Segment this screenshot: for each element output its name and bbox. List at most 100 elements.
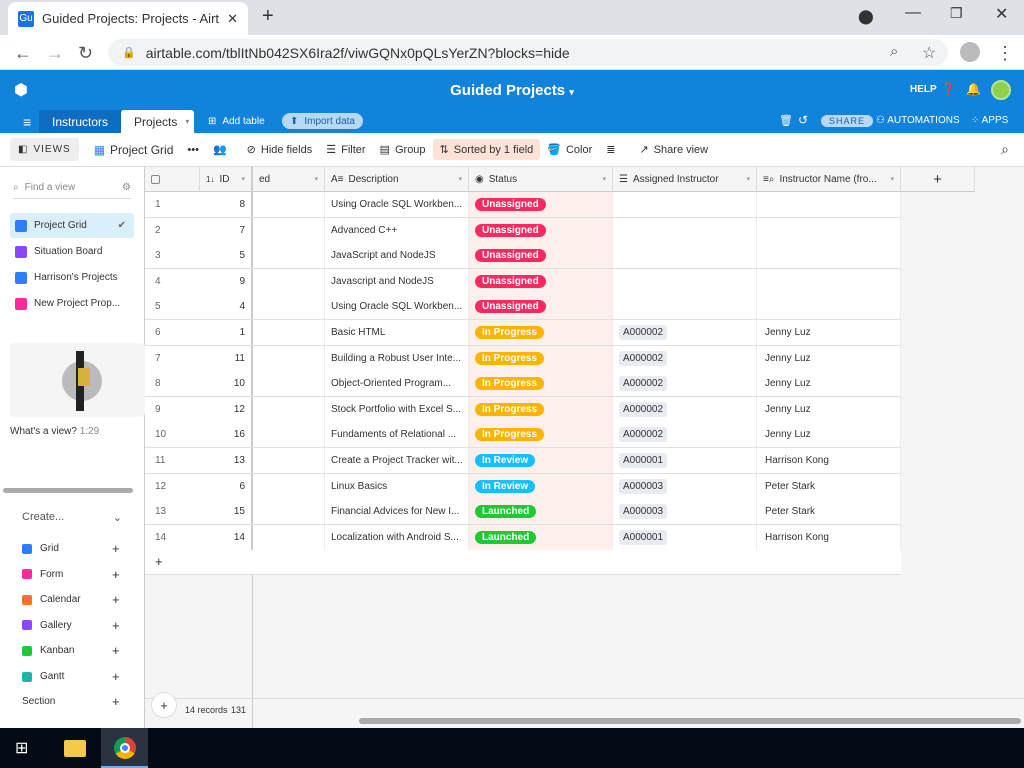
apps-button[interactable]: ⁘ APPS [971, 115, 1009, 126]
cell-instructor-name[interactable]: Peter Stark [757, 473, 901, 499]
linked-record-chip[interactable]: A000001 [619, 529, 668, 545]
forward-icon[interactable]: → [46, 43, 64, 63]
table-row[interactable]: 9 12 Stock Portfolio with Excel S... In Pro… [145, 396, 901, 423]
sidebar-view-item[interactable]: New Project Prop... [10, 291, 134, 316]
column-header-partial[interactable]: ed ▾ [253, 167, 325, 192]
cell-id[interactable]: 9 [200, 268, 253, 294]
sidebar-view-item[interactable]: Project Grid ✔ [10, 213, 134, 238]
cell-assigned-instructor[interactable]: A000002 [613, 345, 757, 371]
cell-id[interactable]: 8 [200, 192, 253, 217]
add-record-row[interactable]: + [145, 550, 901, 575]
history-icon[interactable]: ↺ [798, 113, 809, 127]
cell-description[interactable]: Using Oracle SQL Workben... [325, 294, 469, 320]
table-row[interactable]: 6 1 Basic HTML In Progress A000002 Jenny Luz [145, 320, 901, 346]
cell-instructor-name[interactable]: Harrison Kong [757, 448, 901, 473]
sidebar-resize-handle[interactable] [3, 488, 133, 493]
cell-id[interactable]: 10 [200, 371, 253, 397]
cell-id[interactable]: 14 [200, 524, 253, 550]
select-all-checkbox[interactable] [145, 167, 200, 192]
cell-partial[interactable] [253, 524, 325, 550]
table-row[interactable]: 10 16 Fundaments of Relational ... In Progr… [145, 422, 901, 449]
cell-assigned-instructor[interactable] [613, 217, 757, 243]
table-row[interactable]: 7 11 Building a Robust User Inte... In Prog… [145, 345, 901, 372]
cell-status[interactable]: Unassigned [469, 192, 613, 217]
table-row[interactable]: 1 8 Using Oracle SQL Workben... Unassigned [145, 192, 901, 218]
linked-record-chip[interactable]: A000002 [619, 376, 668, 392]
table-row[interactable]: 4 9 Javascript and NodeJS Unassigned [145, 268, 901, 295]
cell-partial[interactable] [253, 268, 325, 294]
cell-partial[interactable] [253, 192, 325, 217]
cell-assigned-instructor[interactable] [613, 243, 757, 269]
filter-button[interactable]: ☰ Filter [319, 139, 372, 160]
column-header-description[interactable]: A≡ Description ▾ [325, 167, 469, 192]
cell-status[interactable]: Unassigned [469, 294, 613, 320]
minimize-icon[interactable]: — [905, 4, 921, 21]
chrome-menu-icon[interactable]: ⋮ [996, 43, 1014, 63]
linked-record-chip[interactable]: A000002 [619, 350, 668, 366]
cell-description[interactable]: Advanced C++ [325, 217, 469, 243]
table-row[interactable]: 5 4 Using Oracle SQL Workben... Unassigned [145, 294, 901, 321]
table-row[interactable]: 2 7 Advanced C++ Unassigned [145, 217, 901, 244]
bookmark-star-icon[interactable]: ☆ [922, 45, 937, 62]
cell-partial[interactable] [253, 396, 325, 422]
windows-start-icon[interactable]: ⊞ [15, 740, 29, 757]
profile-menu-icon[interactable]: ⬤ [858, 8, 874, 24]
cell-assigned-instructor[interactable]: A000003 [613, 499, 757, 525]
cell-instructor-name[interactable] [757, 268, 901, 294]
cell-description[interactable]: Localization with Android S... [325, 524, 469, 550]
cell-description[interactable]: Fundaments of Relational ... [325, 422, 469, 448]
create-view-form[interactable]: Form + [22, 567, 122, 582]
view-name-button[interactable]: ▦ Project Grid [87, 139, 181, 161]
cell-id[interactable]: 6 [200, 473, 253, 499]
notifications-bell-icon[interactable]: 🔔 [966, 82, 981, 96]
cell-partial[interactable] [253, 217, 325, 243]
cell-id[interactable]: 16 [200, 422, 253, 448]
cell-assigned-instructor[interactable]: A000003 [613, 473, 757, 499]
views-toggle-button[interactable]: ◧ VIEWS [10, 138, 79, 161]
cell-status[interactable]: Unassigned [469, 217, 613, 243]
cell-instructor-name[interactable]: Peter Stark [757, 499, 901, 525]
create-view-gallery[interactable]: Gallery + [22, 618, 122, 633]
create-section-button[interactable]: Section + [22, 694, 122, 709]
cell-instructor-name[interactable] [757, 217, 901, 243]
table-row[interactable]: 3 5 JavaScript and NodeJS Unassigned [145, 243, 901, 270]
share-view-button[interactable]: ↗ Share view [632, 139, 715, 160]
cell-description[interactable]: Linux Basics [325, 473, 469, 499]
cell-assigned-instructor[interactable]: A000001 [613, 448, 757, 473]
automations-button[interactable]: ⚇ AUTOMATIONS [876, 115, 960, 126]
restore-icon[interactable]: ❐ [950, 5, 963, 21]
cell-description[interactable]: JavaScript and NodeJS [325, 243, 469, 269]
url-input[interactable]: 🔒 airtable.com/tblItNb042SX6Ira2f/viwGQN… [108, 39, 948, 66]
cell-id[interactable]: 5 [200, 243, 253, 269]
cell-instructor-name[interactable] [757, 243, 901, 269]
find-view-input[interactable]: ⌕ Find a view ⚙ [13, 177, 131, 199]
zoom-icon[interactable]: ⌕ [890, 43, 899, 60]
sidebar-view-item[interactable]: Situation Board [10, 239, 134, 264]
cell-description[interactable]: Basic HTML [325, 320, 469, 345]
cell-partial[interactable] [253, 345, 325, 371]
cell-assigned-instructor[interactable]: A000002 [613, 422, 757, 448]
linked-record-chip[interactable]: A000002 [619, 401, 668, 417]
cell-status[interactable]: Launched [469, 499, 613, 525]
add-field-button[interactable]: + [901, 167, 975, 192]
collaborators-icon[interactable]: 👥 [212, 144, 227, 156]
cell-status[interactable]: In Progress [469, 396, 613, 422]
create-view-grid[interactable]: Grid + [22, 541, 122, 556]
cell-assigned-instructor[interactable]: A000002 [613, 396, 757, 422]
column-header-id[interactable]: 1↓ ID ▾ [200, 167, 253, 192]
cell-id[interactable]: 12 [200, 396, 253, 422]
cell-assigned-instructor[interactable]: A000002 [613, 320, 757, 345]
menu-icon[interactable]: ≡ [23, 113, 32, 130]
view-menu-icon[interactable]: ••• [187, 143, 199, 156]
cell-id[interactable]: 7 [200, 217, 253, 243]
video-caption[interactable]: What's a view? 1:29 [10, 426, 99, 437]
cell-description[interactable]: Using Oracle SQL Workben... [325, 192, 469, 217]
import-data-button[interactable]: ⬆ Import data [282, 113, 363, 129]
cell-instructor-name[interactable]: Jenny Luz [757, 396, 901, 422]
user-avatar[interactable] [991, 80, 1011, 100]
table-row[interactable]: 14 14 Localization with Android S... Launch… [145, 524, 901, 551]
linked-record-chip[interactable]: A000003 [619, 504, 668, 520]
cell-id[interactable]: 15 [200, 499, 253, 525]
table-row[interactable]: 12 6 Linux Basics In Review A000003 Peter Sta… [145, 473, 901, 500]
cell-status[interactable]: In Review [469, 448, 613, 473]
